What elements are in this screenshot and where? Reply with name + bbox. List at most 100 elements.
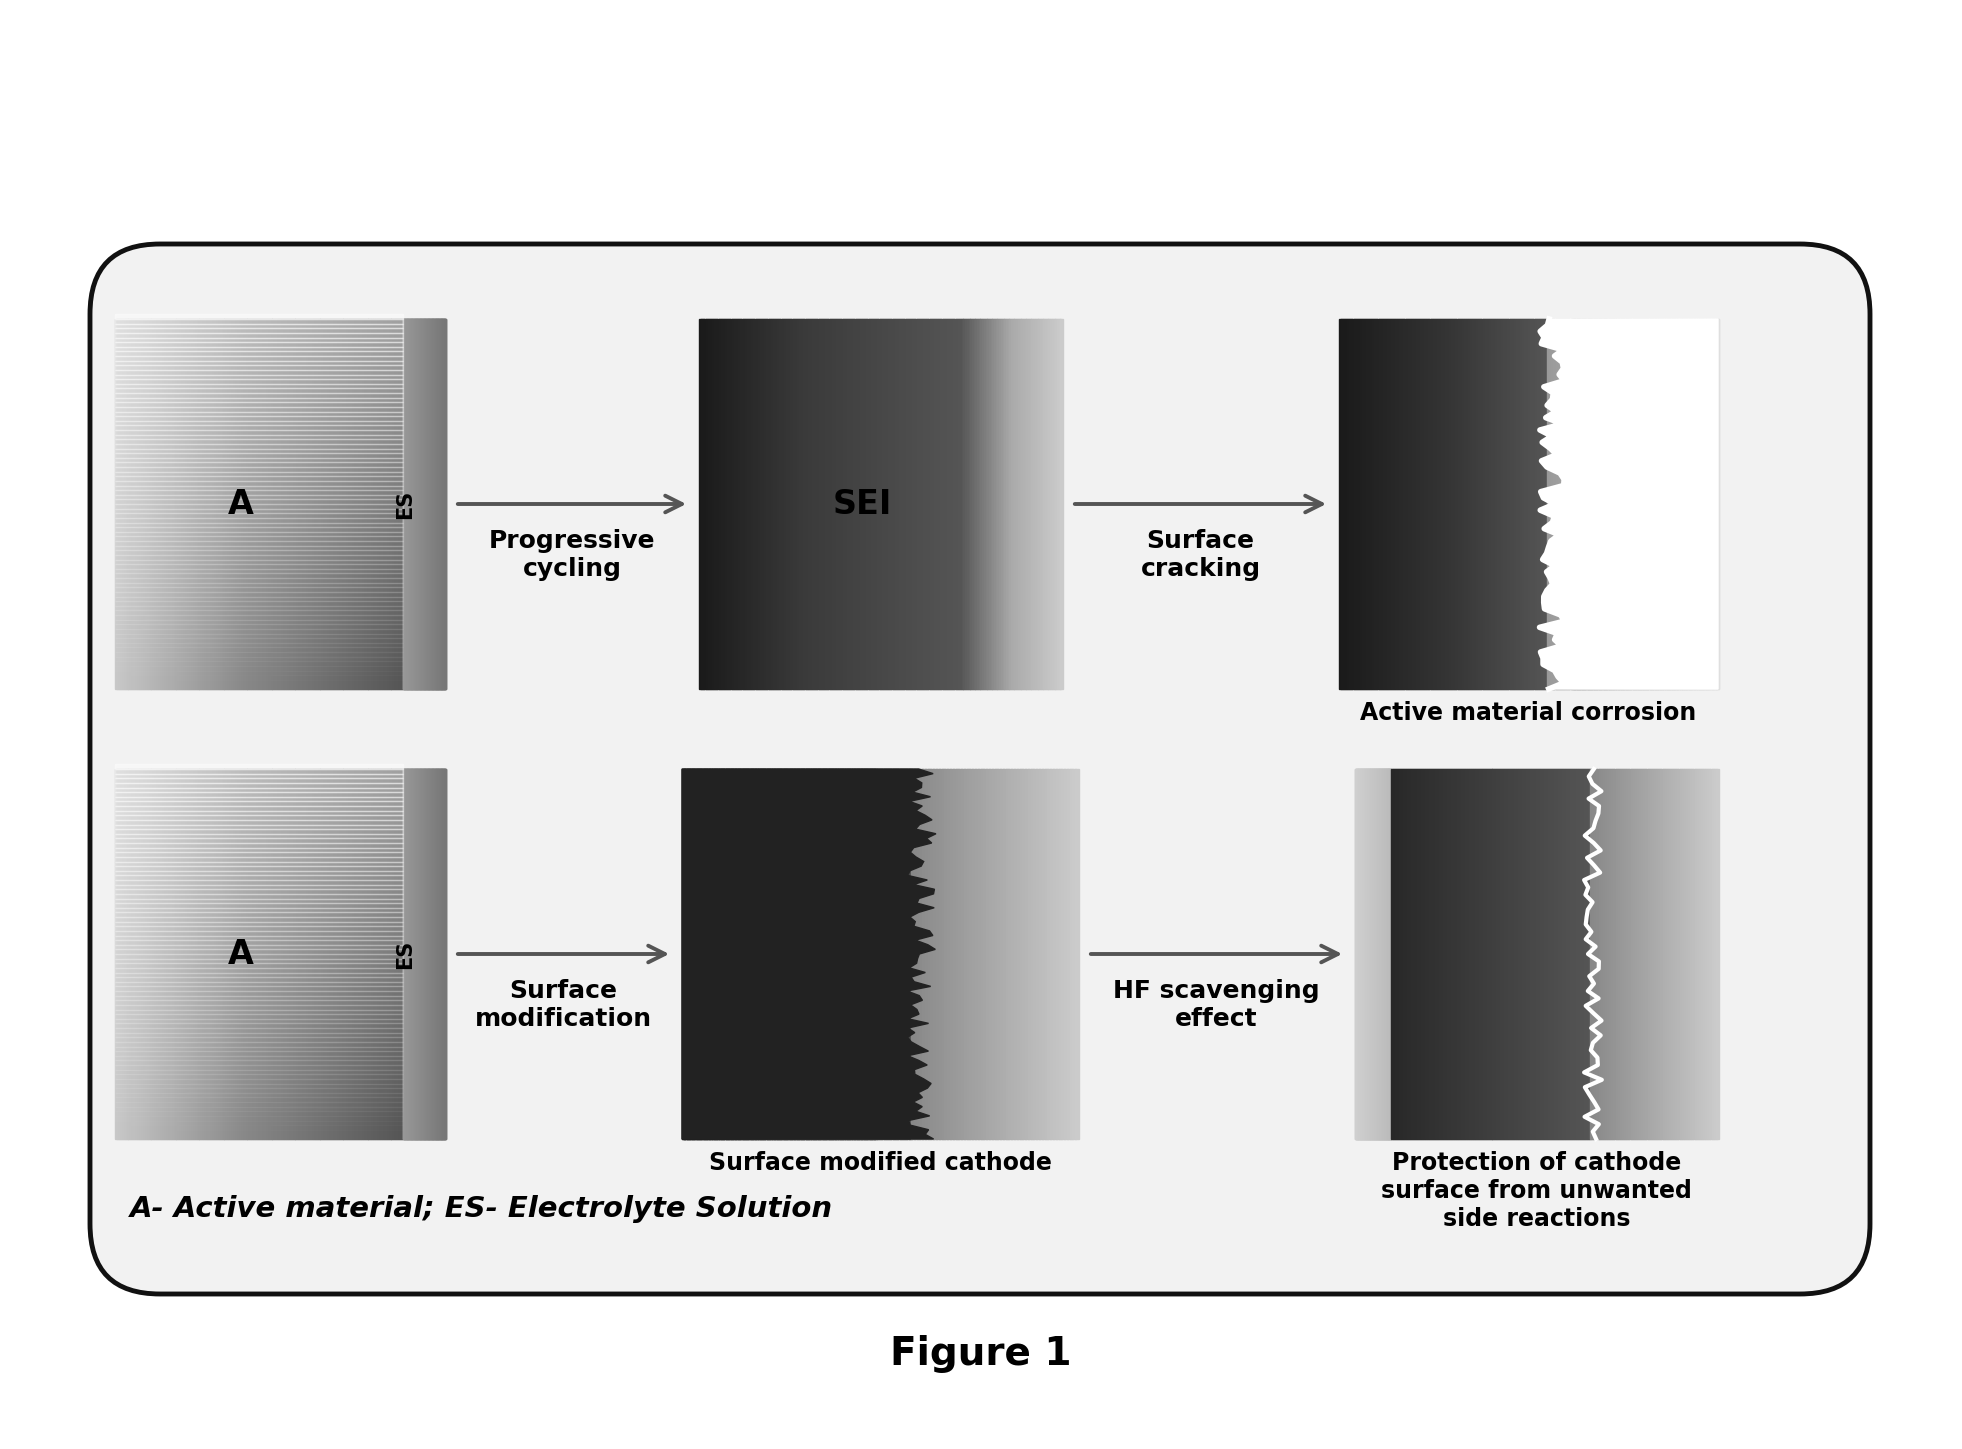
- Bar: [1505, 319, 1509, 690]
- Bar: [116, 606, 402, 610]
- Bar: [1548, 769, 1552, 1139]
- Bar: [855, 769, 859, 1139]
- Bar: [893, 769, 897, 1139]
- Bar: [363, 769, 365, 1139]
- Bar: [708, 319, 710, 690]
- Bar: [1579, 769, 1583, 1139]
- Bar: [277, 319, 279, 690]
- Bar: [1603, 769, 1607, 1139]
- Bar: [881, 769, 885, 1139]
- Bar: [133, 319, 137, 690]
- Bar: [396, 769, 400, 1139]
- Bar: [116, 959, 402, 964]
- Bar: [987, 769, 991, 1139]
- Bar: [116, 403, 402, 407]
- Bar: [1648, 769, 1650, 1139]
- Bar: [341, 769, 345, 1139]
- Bar: [1709, 319, 1713, 690]
- Bar: [785, 319, 787, 690]
- Bar: [353, 319, 355, 690]
- Bar: [1344, 319, 1346, 690]
- Bar: [751, 769, 753, 1139]
- Bar: [383, 769, 385, 1139]
- Bar: [1613, 319, 1617, 690]
- Bar: [322, 769, 326, 1139]
- Bar: [116, 1027, 402, 1033]
- Bar: [1607, 769, 1611, 1139]
- Bar: [1473, 769, 1475, 1139]
- Bar: [377, 769, 379, 1139]
- Bar: [304, 319, 308, 690]
- Bar: [324, 319, 328, 690]
- Bar: [392, 319, 394, 690]
- Bar: [908, 319, 910, 690]
- Bar: [116, 1033, 402, 1037]
- Bar: [1050, 319, 1054, 690]
- Bar: [1056, 319, 1058, 690]
- Bar: [736, 319, 740, 690]
- Bar: [177, 769, 179, 1139]
- Bar: [963, 769, 967, 1139]
- Bar: [816, 769, 818, 1139]
- Bar: [147, 319, 151, 690]
- Bar: [304, 319, 306, 690]
- Bar: [345, 319, 349, 690]
- Bar: [885, 769, 889, 1139]
- Bar: [1611, 769, 1615, 1139]
- Bar: [163, 769, 167, 1139]
- Bar: [1536, 319, 1540, 690]
- Bar: [753, 319, 757, 690]
- Bar: [954, 769, 957, 1139]
- Bar: [1377, 319, 1379, 690]
- Bar: [1626, 769, 1628, 1139]
- Bar: [973, 769, 975, 1139]
- Bar: [1568, 769, 1572, 1139]
- Bar: [716, 769, 720, 1139]
- Bar: [243, 319, 247, 690]
- Bar: [220, 769, 224, 1139]
- Bar: [394, 319, 396, 690]
- Bar: [940, 319, 944, 690]
- Bar: [355, 319, 357, 690]
- Bar: [269, 319, 271, 690]
- Bar: [700, 769, 704, 1139]
- Bar: [734, 769, 736, 1139]
- Bar: [761, 769, 765, 1139]
- Bar: [116, 867, 402, 871]
- Bar: [936, 319, 940, 690]
- Bar: [275, 769, 277, 1139]
- Bar: [1048, 769, 1052, 1139]
- Bar: [981, 769, 985, 1139]
- Bar: [116, 1004, 402, 1010]
- Bar: [1487, 319, 1489, 690]
- Bar: [1515, 319, 1517, 690]
- Bar: [806, 769, 808, 1139]
- Bar: [116, 671, 402, 675]
- Bar: [116, 490, 402, 494]
- Bar: [294, 319, 296, 690]
- Bar: [116, 509, 402, 513]
- Bar: [116, 384, 402, 388]
- Bar: [683, 769, 685, 1139]
- Bar: [1634, 319, 1638, 690]
- Bar: [787, 319, 789, 690]
- Bar: [830, 769, 834, 1139]
- Bar: [730, 769, 734, 1139]
- Bar: [1014, 769, 1018, 1139]
- Bar: [1693, 769, 1695, 1139]
- Bar: [869, 769, 873, 1139]
- Bar: [116, 374, 402, 380]
- Bar: [245, 319, 249, 690]
- Bar: [281, 319, 283, 690]
- Bar: [277, 769, 279, 1139]
- Bar: [1383, 319, 1385, 690]
- Bar: [269, 769, 271, 1139]
- Bar: [955, 319, 959, 690]
- Bar: [116, 839, 402, 843]
- Bar: [145, 769, 149, 1139]
- Bar: [1364, 319, 1368, 690]
- Bar: [1570, 769, 1574, 1139]
- Bar: [155, 319, 159, 690]
- Bar: [1024, 319, 1028, 690]
- Bar: [1638, 319, 1642, 690]
